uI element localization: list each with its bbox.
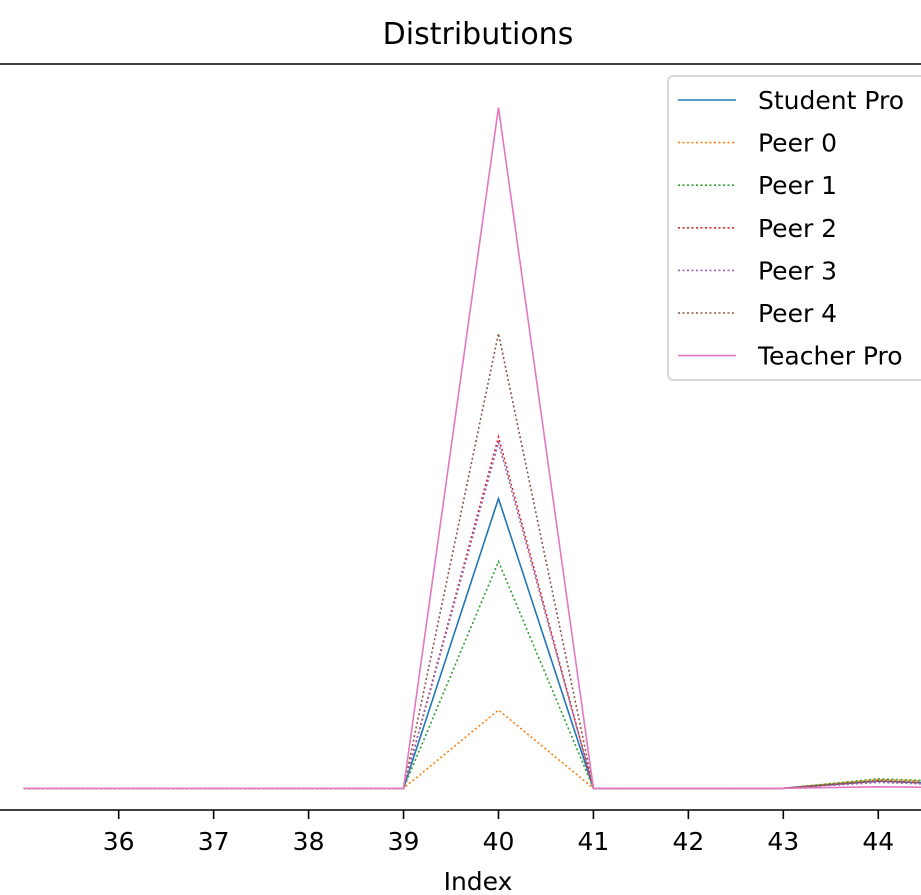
series-line	[23, 439, 921, 790]
series-peer-0	[23, 709, 921, 790]
legend-entry: Student Pro	[678, 86, 904, 115]
x-axis-ticks: 36 37 38 39 40 41 42 43 44	[103, 810, 894, 856]
x-tick-label: 39	[388, 827, 420, 856]
legend-entry: Peer 1	[678, 171, 837, 200]
x-tick-label: 36	[103, 827, 135, 856]
series-peer-1	[23, 559, 921, 790]
legend-label: Peer 2	[758, 214, 837, 243]
legend-label: Peer 4	[758, 299, 837, 328]
series-student-pro	[23, 495, 921, 790]
x-tick-label: 38	[293, 827, 325, 856]
series-line	[23, 333, 921, 790]
legend-entry: Peer 0	[678, 129, 837, 158]
series-line	[23, 107, 921, 790]
series-layer	[23, 107, 921, 790]
plot-area: 36 37 38 39 40 41 42 43 44	[0, 63, 921, 856]
series-peer-4	[23, 333, 921, 790]
x-tick-label: 43	[767, 827, 799, 856]
legend-entry: Peer 2	[678, 214, 837, 243]
legend-entry: Teacher Pro	[678, 342, 903, 371]
x-tick-label: 40	[483, 827, 515, 856]
legend-label: Student Pro	[758, 86, 904, 115]
x-tick-label: 42	[672, 827, 704, 856]
legend-entry: Peer 4	[678, 299, 837, 328]
legend-entry: Peer 3	[678, 256, 837, 285]
chart-title: Distributions	[383, 17, 574, 52]
legend-entries: Student Pro Peer 0 Peer 1 Peer 2 Peer 3 Peer …	[678, 86, 904, 371]
x-axis-label: Index	[444, 867, 513, 895]
series-peer-3	[23, 439, 921, 790]
x-tick-label: 41	[578, 827, 610, 856]
legend-label: Teacher Pro	[757, 342, 903, 371]
series-line	[23, 709, 921, 790]
series-line	[23, 559, 921, 790]
series-line	[23, 495, 921, 790]
series-peer-2	[23, 433, 921, 790]
legend-label: Peer 0	[758, 129, 837, 158]
legend-label: Peer 1	[758, 171, 837, 200]
series-line	[23, 433, 921, 790]
legend-label: Peer 3	[758, 256, 837, 285]
x-tick-label: 37	[198, 827, 230, 856]
legend-box	[667, 75, 921, 381]
x-tick-label: 44	[862, 827, 894, 856]
series-teacher-pro	[23, 107, 921, 790]
legend: Student Pro Peer 0 Peer 1 Peer 2 Peer 3 Peer …	[667, 75, 921, 381]
